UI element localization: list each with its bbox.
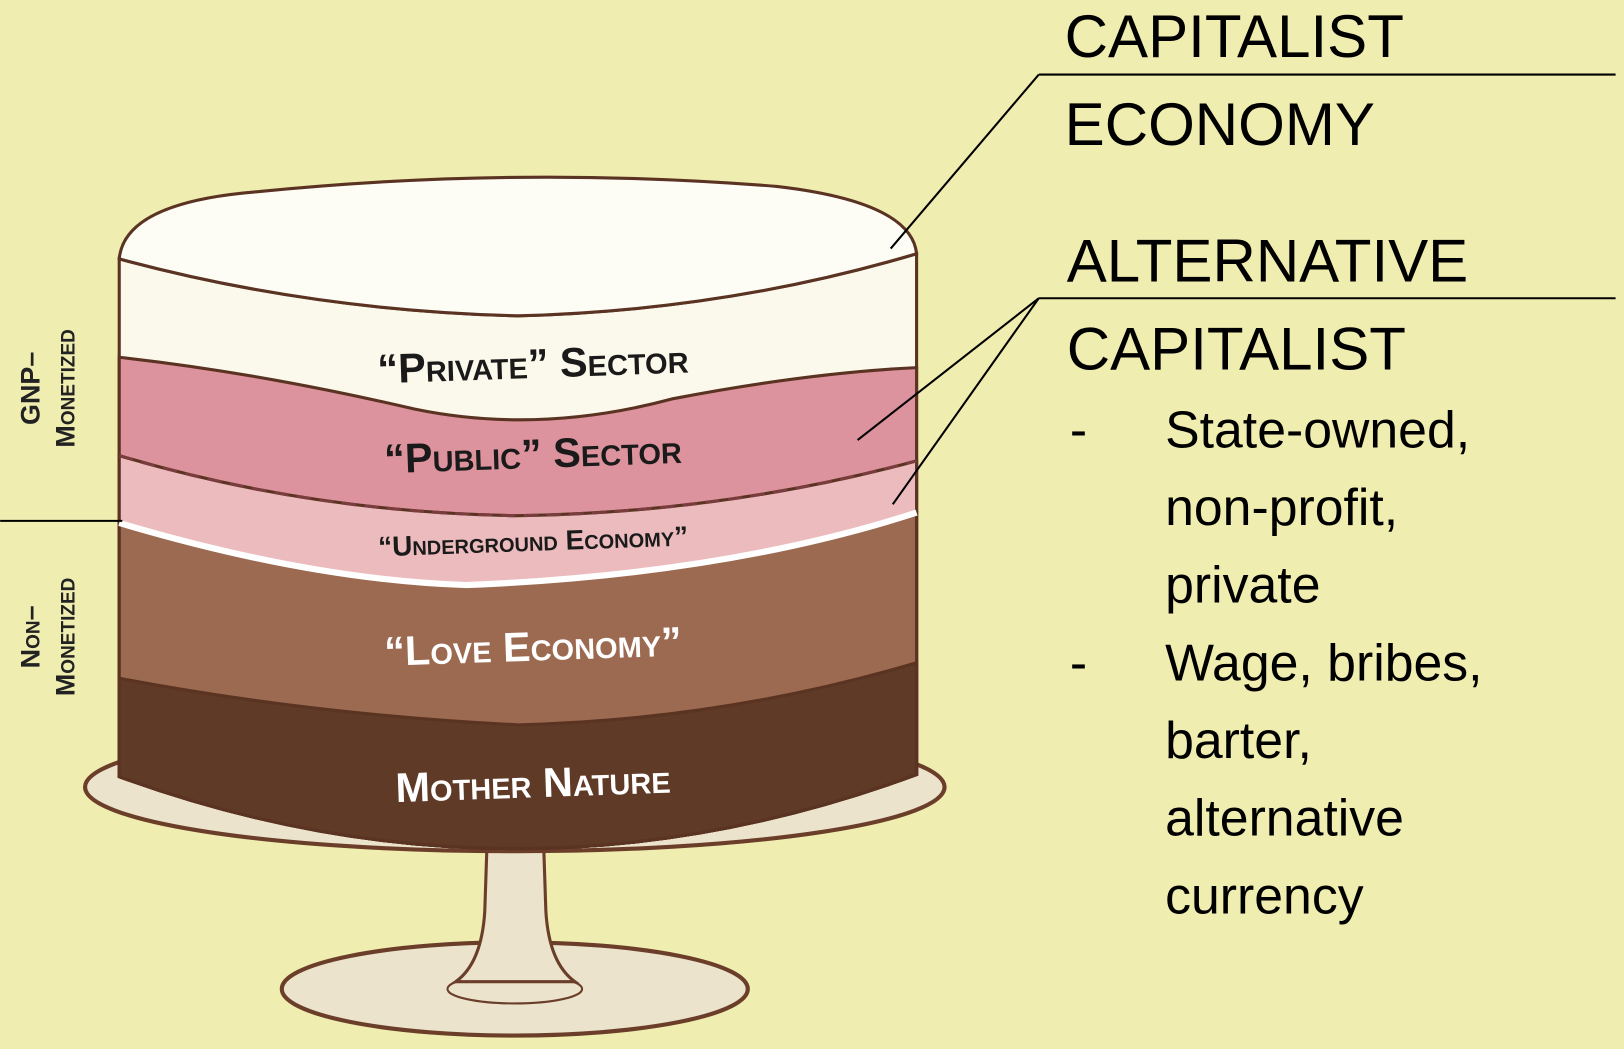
bullet-marker: - <box>1070 633 1087 691</box>
bullet-text: alternative <box>1165 789 1404 847</box>
bullet-text: barter, <box>1165 711 1312 769</box>
cake <box>119 177 916 848</box>
layer-label: Mother Nature <box>395 756 672 812</box>
heading: CAPITALIST <box>1065 3 1404 70</box>
heading: CAPITALIST <box>1067 316 1406 383</box>
bullet-text: private <box>1165 556 1320 614</box>
side-label: GNP– <box>15 352 45 425</box>
bullet-text: currency <box>1165 866 1364 924</box>
side-label: Monetized <box>51 329 81 447</box>
bullet-text: State-owned, <box>1165 400 1470 458</box>
bullet-text: Wage, bribes, <box>1165 633 1482 691</box>
side-label: Monetized <box>51 578 81 696</box>
side-label: Non– <box>15 605 45 668</box>
diagram: “Private” Sector“Public” Sector“Undergro… <box>0 0 1624 1049</box>
bullet-text: non-profit, <box>1165 478 1398 536</box>
heading: ALTERNATIVE <box>1067 228 1469 295</box>
bullet-marker: - <box>1070 400 1087 458</box>
heading: ECONOMY <box>1065 91 1375 158</box>
page: “Private” Sector“Public” Sector“Undergro… <box>0 0 1624 1049</box>
